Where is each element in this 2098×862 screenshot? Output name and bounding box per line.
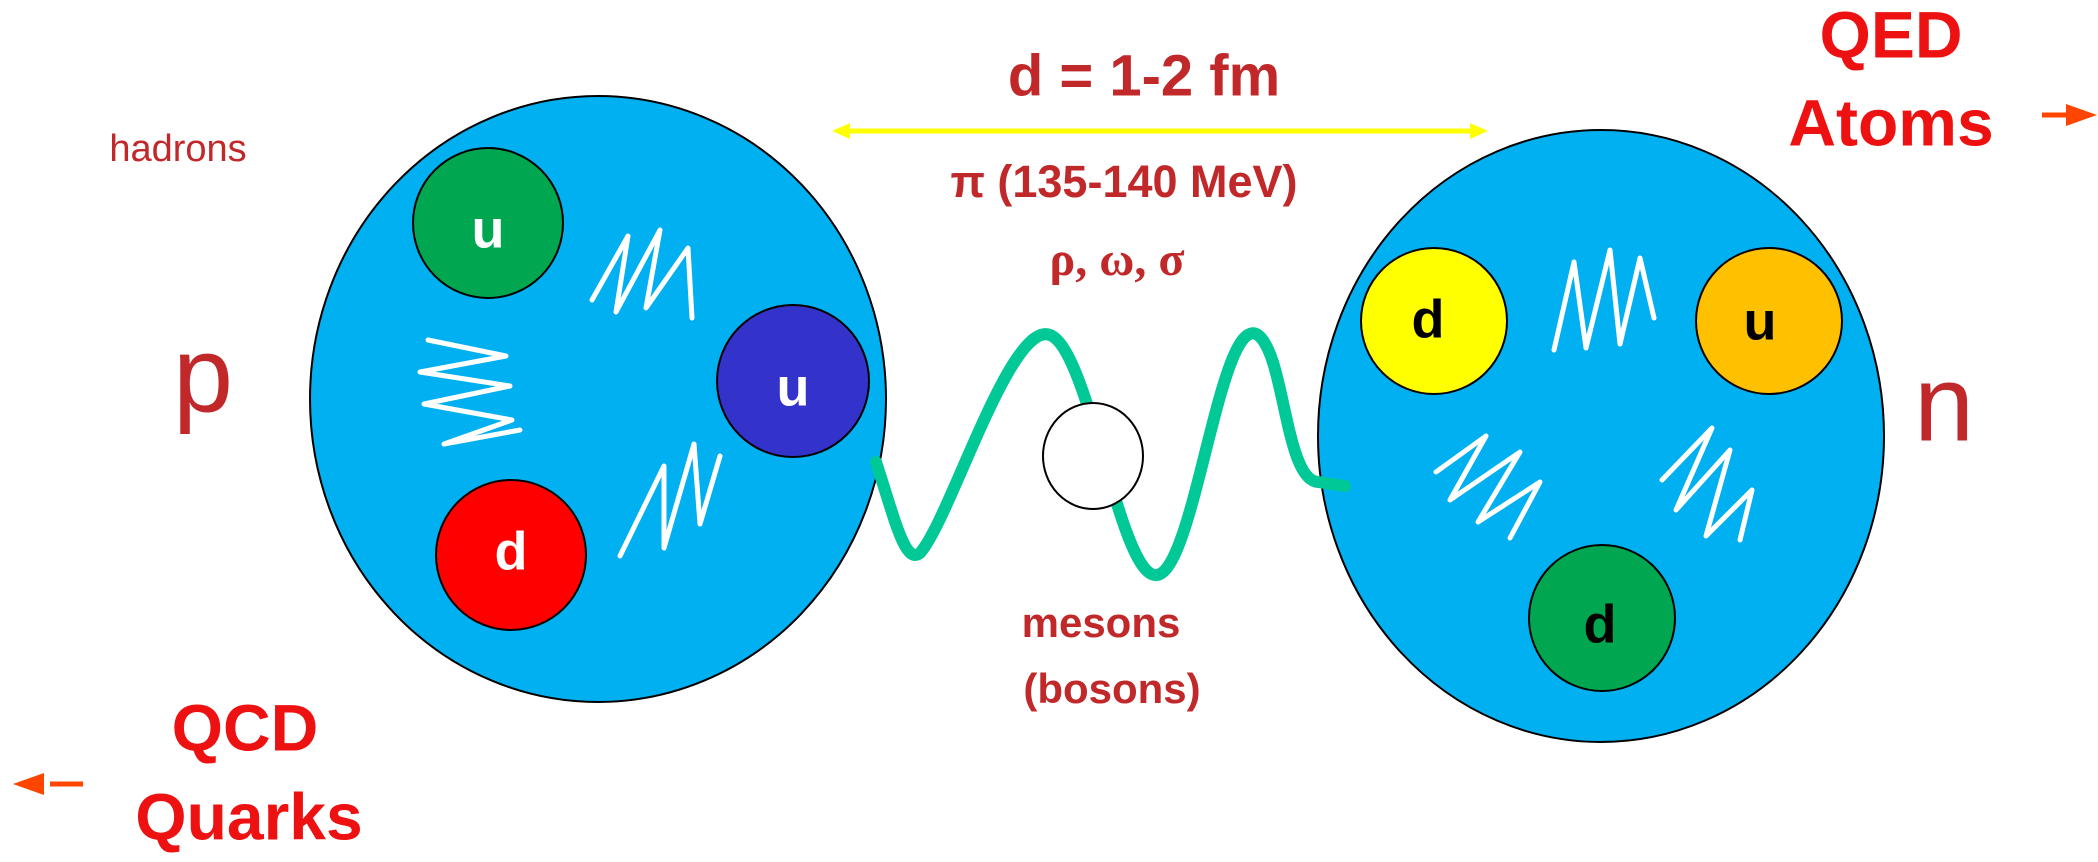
atoms-label: Atoms: [1788, 85, 1993, 159]
neutron-label: n: [1914, 343, 1974, 464]
quark-label: d: [1412, 289, 1445, 349]
hadrons-label: hadrons: [109, 128, 246, 170]
mesons-label: mesons: [1022, 599, 1181, 646]
arrow-head: [1470, 123, 1488, 139]
quarks-label: Quarks: [135, 779, 362, 853]
qcd-label: QCD: [172, 690, 319, 764]
distance-label: d = 1-2 fm: [1008, 43, 1280, 108]
quark-label: u: [1744, 291, 1777, 351]
quark-label: u: [777, 357, 810, 417]
quark-label: d: [495, 521, 528, 581]
qed-label: QED: [1819, 0, 1962, 71]
proton-label: p: [173, 314, 233, 435]
pion-label: π (135-140 MeV): [950, 156, 1297, 207]
diagram: u u d d u d d = 1-2 fm π (135-140 MeV) ρ…: [0, 0, 2098, 862]
arrow-head: [13, 773, 44, 795]
quark-label: d: [1584, 594, 1617, 654]
arrow-head: [2066, 104, 2097, 126]
bosons-label: (bosons): [1023, 665, 1200, 712]
arrow-head: [832, 123, 850, 139]
quark-label: u: [472, 199, 505, 259]
mesons-list: ρ, ω, σ: [1050, 233, 1185, 286]
meson: [1043, 403, 1143, 509]
